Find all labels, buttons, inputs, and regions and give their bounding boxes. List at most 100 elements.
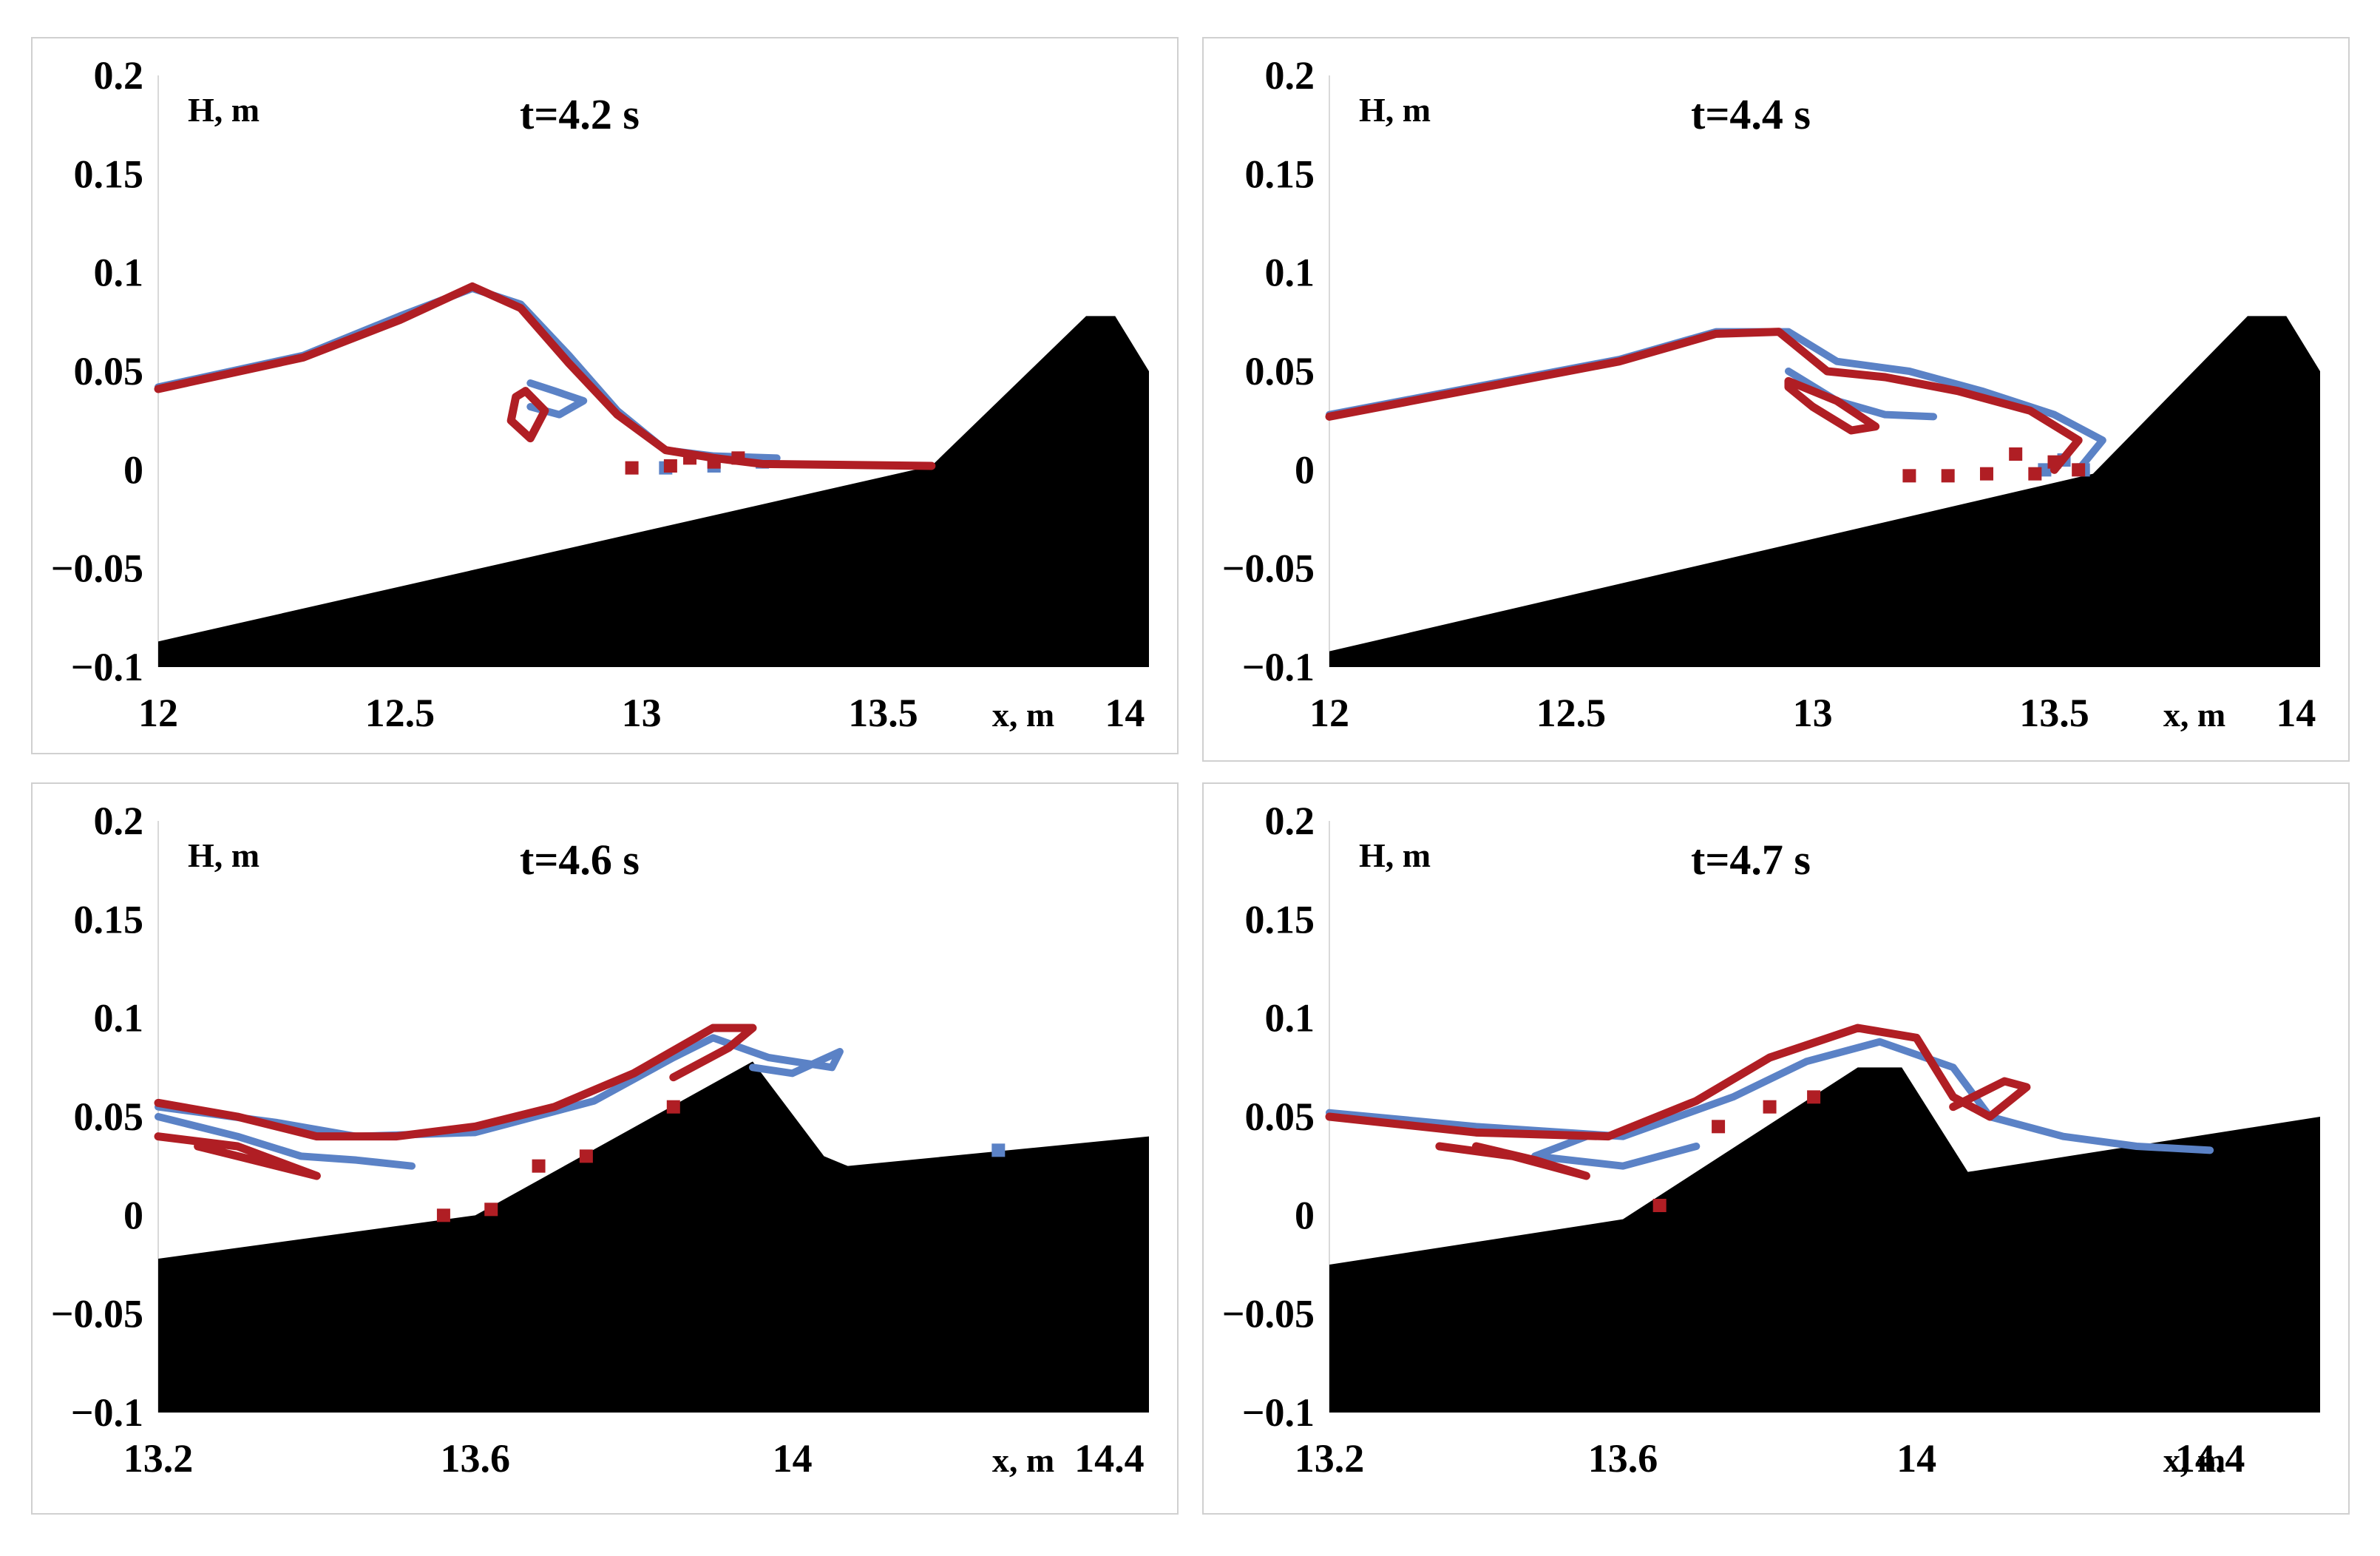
y-tick-label: −0.1 (71, 1390, 143, 1435)
simulation-point (532, 1159, 546, 1173)
x-tick-label: 13.6 (441, 1436, 511, 1481)
y-tick-label: 0.15 (74, 152, 144, 196)
simulation-line (1325, 1024, 2031, 1141)
y-tick-label: 0.1 (1265, 996, 1315, 1041)
chart-svg: 0.2 0.15 0.1 0.05 0 −0.05 −0.112 12.5 13 13.5 14 H,… (1222, 53, 2320, 735)
chart-title: t=4.6 s (520, 836, 640, 884)
x-tick-label: 14 (2276, 691, 2316, 735)
simulation-line (154, 282, 936, 470)
y-tick-label: 0.1 (94, 996, 144, 1041)
x-tick-label: 14.4 (1074, 1436, 1145, 1481)
y-tick-label: 0.05 (74, 1095, 144, 1139)
simulation-point (683, 451, 697, 465)
chart-title: t=4.2 s (520, 90, 640, 138)
simulation-point (436, 1208, 450, 1222)
x-tick-label: 13 (622, 691, 662, 735)
simulation-line (154, 1024, 757, 1141)
chart-panel-t-4-7: 0.2 0.15 0.1 0.05 0 −0.05 −0.1 13.2 13.6 14 14.4 H,… (1202, 782, 2350, 1515)
chart-panel-t-4-4: 0.2 0.15 0.1 0.05 0 −0.05 −0.1 12 12.5 13 13.5 14 H,… (1202, 37, 2350, 762)
y-tick-label: −0.1 (1242, 1390, 1315, 1435)
y-tick-label: 0.1 (1265, 251, 1315, 295)
y-tick-label: 0.1 (94, 251, 144, 295)
x-axis-label: x, m (992, 1441, 1054, 1479)
simulation-point (1712, 1120, 1726, 1134)
x-tick-label: 14 (773, 1436, 813, 1481)
simulation-point (731, 451, 745, 465)
y-tick-label: −0.1 (71, 645, 143, 689)
x-axis-label: x, m (2163, 1441, 2225, 1479)
simulation-point (579, 1149, 593, 1163)
y-tick-label: −0.05 (1222, 547, 1315, 591)
y-tick-label: 0 (1295, 1193, 1315, 1237)
simulation-point (2072, 463, 2086, 477)
y-tick-label: 0 (1295, 447, 1315, 492)
x-tick-label: 13.2 (1295, 1436, 1365, 1481)
y-tick-label: −0.05 (51, 1292, 143, 1336)
y-tick-label: 0.05 (74, 349, 144, 393)
simulation-point (2047, 455, 2061, 469)
simulation-line (1325, 328, 2083, 474)
y-tick-label: 0.15 (74, 897, 144, 941)
experiment-line (1530, 1132, 1701, 1170)
chart-svg: 0.2 0.15 0.1 0.05 0 −0.05 −0.113.2 13.6 14 14.4 H,… (1222, 799, 2320, 1481)
chart-panel-t-4-2: 0.2 0.15 0.1 0.05 0 −0.05 −0.1 12 12.5 13 13.5 14 H,… (31, 37, 1179, 754)
x-tick-label: 12 (1309, 691, 1349, 735)
y-tick-label: 0.05 (1245, 349, 1315, 393)
y-tick-label: −0.1 (1242, 645, 1315, 689)
x-tick-label: 14 (1896, 1436, 1936, 1481)
x-tick-label: 12.5 (365, 691, 435, 735)
simulation-point (2009, 447, 2023, 461)
experiment-line (155, 285, 781, 462)
chart-svg: 0.2 0.15 0.1 0.05 0 −0.05 −0.112 12.5 13 13.5 14 H,… (51, 53, 1149, 735)
simulation-point (1652, 1199, 1667, 1212)
simulation-point (2028, 467, 2042, 481)
y-tick-label: 0 (123, 1193, 143, 1237)
y-tick-label: −0.05 (51, 547, 143, 591)
x-tick-label: 14.4 (2175, 1436, 2245, 1481)
bottom-profile (158, 1061, 1149, 1413)
chart-svg: 0.2 0.15 0.1 0.05 0 −0.05 −0.113.2 13.6 14 14.4 H,… (51, 799, 1149, 1481)
bottom-profile (1329, 316, 2320, 667)
simulation-point (625, 461, 639, 475)
y-axis-label: H, m (188, 836, 260, 874)
x-tick-label: 12.5 (1536, 691, 1607, 735)
y-axis-label: H, m (188, 91, 260, 129)
y-tick-label: 0.2 (1265, 799, 1315, 843)
bottom-profile (158, 316, 1149, 667)
x-axis-label: x, m (2163, 696, 2225, 734)
simulation-line (154, 1132, 321, 1180)
simulation-point (663, 459, 677, 473)
simulation-point (666, 1100, 680, 1114)
chart-panel-t-4-6: 0.2 0.15 0.1 0.05 0 −0.05 −0.1 13.2 13.6 14 14.4 H,… (31, 782, 1179, 1515)
y-tick-label: 0.2 (1265, 53, 1315, 98)
x-tick-label: 13.5 (848, 691, 918, 735)
x-tick-label: 13.5 (2019, 691, 2089, 735)
simulation-point (1763, 1100, 1777, 1114)
experiment-line (1784, 368, 1938, 421)
chart-title: t=4.4 s (1691, 90, 1811, 138)
simulation-line (1435, 1142, 1590, 1180)
simulation-point (1941, 469, 1955, 483)
simulation-point (1807, 1090, 1821, 1104)
simulation-line (1784, 376, 1880, 435)
experiment-point (991, 1143, 1006, 1157)
x-tick-label: 13 (1793, 691, 1833, 735)
y-tick-label: 0.05 (1245, 1095, 1315, 1139)
y-tick-label: 0.2 (94, 799, 144, 843)
experiment-line (526, 379, 588, 419)
x-tick-label: 13.6 (1588, 1436, 1658, 1481)
simulation-point (1902, 469, 1916, 483)
x-tick-label: 13.2 (123, 1436, 194, 1481)
y-tick-label: 0 (123, 447, 143, 492)
x-tick-label: 12 (138, 691, 178, 735)
x-axis-label: x, m (992, 696, 1054, 734)
x-tick-label: 14 (1105, 691, 1145, 735)
y-axis-label: H, m (1359, 91, 1431, 129)
y-tick-label: 0.15 (1245, 897, 1315, 941)
y-tick-label: −0.05 (1222, 1292, 1315, 1336)
y-axis-label: H, m (1359, 836, 1431, 874)
bottom-profile (1329, 1067, 2320, 1413)
simulation-point (1979, 467, 1993, 481)
y-tick-label: 0.2 (94, 53, 144, 98)
simulation-point (484, 1202, 498, 1217)
